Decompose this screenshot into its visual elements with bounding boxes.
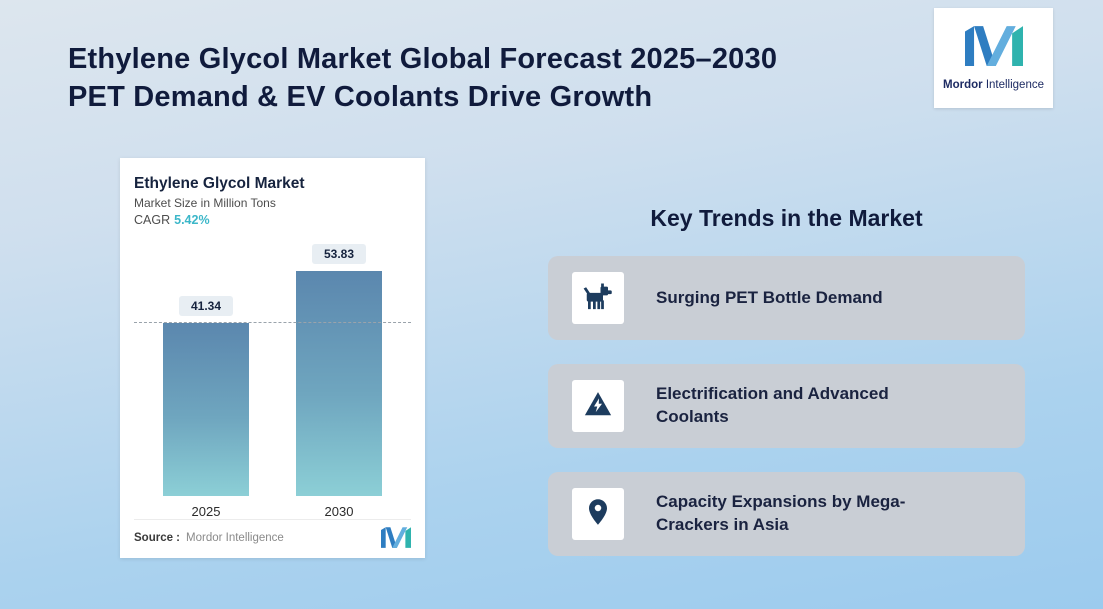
cagr-value: 5.42% bbox=[174, 213, 210, 228]
trends-list: Surging PET Bottle Demand Electrificatio… bbox=[548, 256, 1025, 580]
bar-2030 bbox=[296, 271, 382, 496]
brand-logo-card: Mordor Intelligence bbox=[934, 8, 1053, 108]
trend-card-pet-bottle: Surging PET Bottle Demand bbox=[548, 256, 1025, 340]
bar-value-chip: 53.83 bbox=[311, 244, 367, 265]
x-axis-label-2025: 2025 bbox=[191, 504, 221, 519]
brand-logo-m-icon bbox=[964, 25, 1023, 71]
chart-title: Ethylene Glycol Market bbox=[134, 175, 305, 192]
bar-group-2030: 53.83 bbox=[294, 244, 384, 496]
trend-icon-box bbox=[572, 380, 624, 432]
trend-label: Capacity Expansions by Mega-Crackers in … bbox=[656, 492, 906, 534]
bar-group-2025: 41.34 bbox=[161, 245, 251, 496]
bar-value-chip: 41.34 bbox=[178, 296, 234, 317]
location-pin-icon bbox=[583, 497, 613, 532]
trend-card-electrification: Electrification and Advanced Coolants bbox=[548, 364, 1025, 448]
source-label: Source : bbox=[134, 531, 181, 544]
lightning-warning-icon bbox=[583, 389, 613, 424]
threshold-dashed-line bbox=[134, 322, 411, 324]
bar-2025 bbox=[163, 323, 249, 496]
brand-name-rest: Intelligence bbox=[985, 78, 1044, 91]
trend-label: Electrification and Advanced Coolants bbox=[656, 384, 889, 426]
brand-name: Mordor Intelligence bbox=[943, 79, 1044, 91]
cagr-row: CAGR 5.42% bbox=[134, 213, 411, 227]
chart-card: Ethylene Glycol Market Market Size in Mi… bbox=[120, 158, 425, 558]
chart-subtitle: Market Size in Million Tons bbox=[134, 196, 276, 211]
footer-logo-m-icon bbox=[381, 527, 411, 548]
trend-icon-box bbox=[572, 488, 624, 540]
brand-name-bold: Mordor bbox=[943, 78, 983, 91]
chart-footer: Source : Mordor Intelligence bbox=[134, 519, 411, 548]
page-title-line1: Ethylene Glycol Market Global Forecast 2… bbox=[68, 43, 778, 75]
trend-label: Surging PET Bottle Demand bbox=[656, 287, 883, 307]
source-value: Mordor Intelligence bbox=[186, 531, 284, 544]
x-axis: 2025 2030 bbox=[134, 504, 411, 519]
cagr-label: CAGR bbox=[134, 213, 171, 228]
page-title-line2: PET Demand & EV Coolants Drive Growth bbox=[68, 81, 653, 114]
trends-heading: Key Trends in the Market bbox=[650, 205, 923, 231]
x-axis-label-2030: 2030 bbox=[324, 504, 354, 519]
trend-icon-box bbox=[572, 272, 624, 324]
dog-icon bbox=[583, 281, 613, 316]
page-title: Ethylene Glycol Market Global Forecast 2… bbox=[68, 40, 777, 117]
trend-card-capacity: Capacity Expansions by Mega-Crackers in … bbox=[548, 472, 1025, 556]
bar-plot: 41.34 53.83 bbox=[134, 244, 411, 496]
